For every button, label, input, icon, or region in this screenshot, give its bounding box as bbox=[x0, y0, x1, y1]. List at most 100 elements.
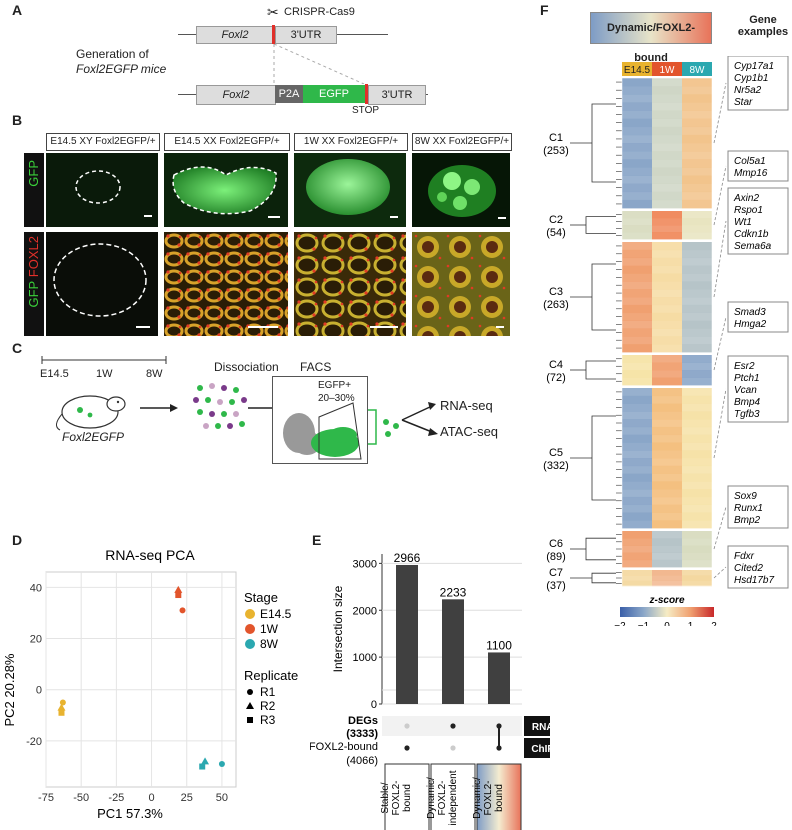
heatmap-cell bbox=[652, 110, 682, 120]
heatmap-cell bbox=[682, 102, 712, 111]
upset-ytick-label: 2000 bbox=[353, 605, 377, 617]
gene-name: Col5a1 bbox=[734, 156, 766, 167]
heatmap-cell bbox=[682, 211, 712, 219]
heatmap-cell bbox=[622, 257, 652, 266]
generation-line2: Foxl2EGFP mice bbox=[76, 62, 167, 76]
gene-name: Esr2 bbox=[734, 361, 755, 372]
pca-ytick-label: -20 bbox=[26, 736, 42, 748]
pca-legend-replicate-title: Replicate bbox=[244, 668, 298, 683]
gene-examples-title: Gene examples bbox=[737, 14, 789, 38]
gate-label: EGFP+ bbox=[318, 380, 351, 391]
stop-marker bbox=[365, 84, 368, 104]
heatmap-cell bbox=[652, 473, 682, 482]
heatmap-cell bbox=[652, 159, 682, 168]
heatmap-cell bbox=[652, 395, 682, 404]
gene-name: Cyp1b1 bbox=[734, 73, 768, 84]
row1-strip bbox=[24, 153, 44, 227]
gene-name: Runx1 bbox=[734, 503, 763, 514]
heatmap-cell bbox=[652, 489, 682, 498]
zscore-tick: −1 bbox=[638, 621, 650, 626]
pca-point bbox=[58, 709, 65, 716]
gene-name: Cyp17a1 bbox=[734, 61, 774, 72]
gene-name: Fdxr bbox=[734, 551, 755, 562]
cluster-count: (263) bbox=[543, 299, 569, 311]
heatmap-cell bbox=[652, 458, 682, 467]
heatmap-cell bbox=[682, 489, 712, 498]
heatmap-cell bbox=[622, 281, 652, 290]
heatmap-cell bbox=[682, 419, 712, 428]
upset-dot bbox=[404, 745, 410, 751]
upset-dot bbox=[450, 745, 456, 751]
col-header-2: E14.5 XX Foxl2EGFP/+ bbox=[164, 133, 290, 151]
heatmap-title: Dynamic/FOXL2-bound bbox=[590, 12, 712, 64]
cluster-name: C7 bbox=[549, 567, 563, 579]
construct-dashed-guides bbox=[273, 44, 365, 84]
heatmap-cell bbox=[652, 426, 682, 436]
upset-bar bbox=[396, 564, 418, 704]
img-1w-xx-gfp-foxl2 bbox=[294, 232, 406, 336]
heatmap-cell bbox=[652, 167, 682, 176]
heatmap-cell bbox=[622, 273, 652, 282]
heatmap-cell bbox=[652, 175, 682, 185]
heatmap-cell bbox=[622, 218, 652, 226]
heatmap-cell bbox=[652, 218, 682, 226]
heatmap-cell bbox=[652, 450, 682, 459]
upset-tag-chipseq: ChIP-seq bbox=[531, 744, 550, 755]
zscore-tick: 2 bbox=[711, 621, 717, 626]
heatmap-cell bbox=[622, 575, 652, 582]
heatmap-cell bbox=[682, 434, 712, 443]
heatmap-cell bbox=[682, 520, 712, 529]
heatmap-cell bbox=[622, 118, 652, 128]
generation-line1: Generation of bbox=[76, 47, 149, 61]
heatmap-cell bbox=[652, 580, 682, 587]
img-8w-xx-gfp-foxl2 bbox=[412, 232, 510, 336]
heatmap-cell bbox=[652, 320, 682, 329]
cluster-name: C5 bbox=[549, 447, 563, 459]
heatmap-cell bbox=[652, 225, 682, 233]
heatmap-cell bbox=[682, 126, 712, 136]
pca-point bbox=[179, 607, 186, 614]
cluster-count: (72) bbox=[546, 372, 566, 384]
heatmap-cell bbox=[622, 426, 652, 436]
pca-legend-swatch bbox=[245, 639, 255, 649]
gene-name: Sox9 bbox=[734, 491, 757, 502]
pca-ytick-label: 0 bbox=[36, 685, 42, 697]
heatmap-cell bbox=[622, 473, 652, 482]
panel-label-c: C bbox=[12, 340, 23, 356]
cut-site-marker bbox=[272, 25, 275, 44]
pca-title: RNA-seq PCA bbox=[105, 547, 195, 563]
panel-label-a: A bbox=[12, 2, 23, 18]
gene-name: Cdkn1b bbox=[734, 229, 769, 240]
heatmap-cell bbox=[652, 377, 682, 386]
heatmap-cell bbox=[652, 242, 682, 251]
gene-name: Wt1 bbox=[734, 217, 752, 228]
heatmap-cell bbox=[622, 552, 652, 561]
heatmap-cell bbox=[622, 86, 652, 95]
heatmap-cell bbox=[652, 328, 682, 337]
gene-name: Vcan bbox=[734, 385, 757, 396]
heatmap-cell bbox=[622, 538, 652, 546]
heatmap-cell bbox=[682, 512, 712, 521]
upset-category-box bbox=[430, 763, 476, 830]
gene-name: Rspo1 bbox=[734, 205, 763, 216]
heatmap-cell bbox=[622, 175, 652, 185]
cluster-count: (89) bbox=[546, 551, 566, 563]
gene-name: Smad3 bbox=[734, 307, 766, 318]
pca-xtick-label: -25 bbox=[108, 792, 124, 804]
heatmap-cell bbox=[652, 281, 682, 290]
wt-foxl2-exon: Foxl2 bbox=[196, 26, 274, 44]
heatmap-cell bbox=[682, 552, 712, 561]
heatmap-cell bbox=[652, 143, 682, 152]
heatmap-cell bbox=[652, 312, 682, 321]
cluster-count: (253) bbox=[543, 145, 569, 157]
gene-name: Axin2 bbox=[733, 193, 759, 204]
heatmap-cell bbox=[682, 411, 712, 420]
gene-name: Tgfb3 bbox=[734, 409, 760, 420]
pca-point bbox=[59, 699, 66, 706]
gene-box bbox=[727, 56, 789, 111]
upset-row-count-foxl2: (4066) bbox=[346, 755, 378, 767]
heatmap-cell bbox=[652, 118, 682, 128]
upset-ylabel: Intersection size bbox=[331, 585, 345, 672]
heatmap-cell bbox=[682, 289, 712, 298]
pca-legend-stage-title: Stage bbox=[244, 590, 278, 605]
